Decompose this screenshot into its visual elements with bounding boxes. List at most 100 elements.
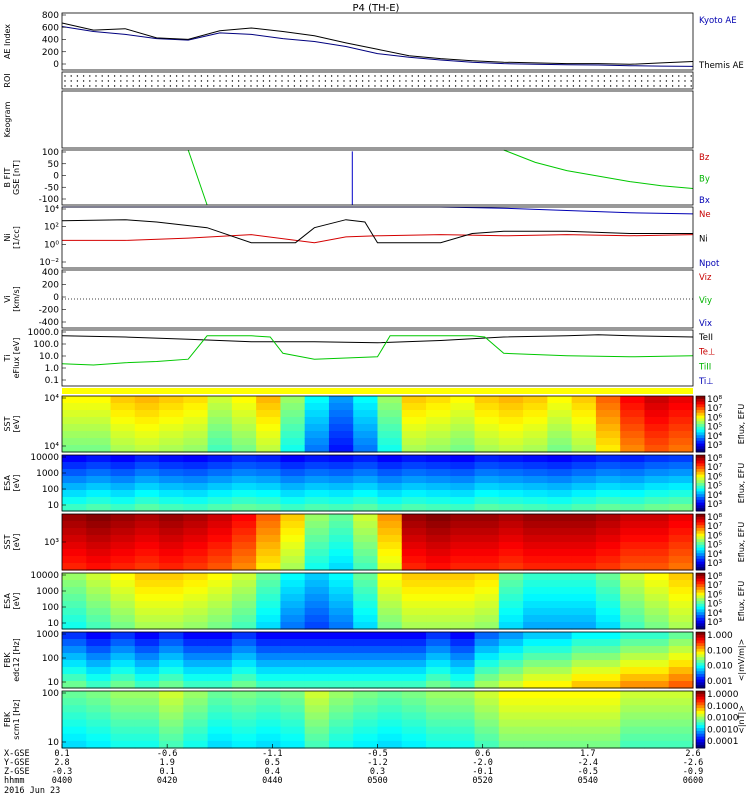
- x-axis-value: -0.6: [157, 749, 177, 759]
- heatmap-cell: [62, 608, 87, 616]
- heatmap-cell: [595, 476, 621, 484]
- roi-dot: [95, 85, 97, 87]
- heatmap-cell: [668, 521, 694, 529]
- roi-dot: [597, 75, 599, 77]
- x-axis-value: -2.0: [472, 758, 492, 768]
- colorbar-step: [696, 477, 705, 481]
- heatmap-cell: [231, 608, 257, 616]
- heatmap-cell: [474, 726, 500, 735]
- roi-dot: [175, 85, 178, 87]
- roi-dot: [442, 80, 444, 82]
- roi-dot: [665, 75, 668, 77]
- heatmap-cell: [183, 705, 209, 713]
- heatmap-cell: [62, 646, 87, 654]
- heatmap-cell: [620, 691, 646, 699]
- heatmap-cell: [86, 667, 112, 675]
- heatmap-cell: [62, 462, 87, 470]
- heatmap-cell: [401, 608, 427, 616]
- heatmap-cell: [231, 653, 257, 661]
- heatmap-cell: [644, 424, 670, 432]
- heatmap-cell: [595, 462, 621, 470]
- heatmap-cell: [474, 514, 500, 522]
- heatmap-cell: [620, 556, 646, 564]
- roi-dot: [516, 75, 519, 77]
- roi-dot: [89, 85, 91, 87]
- colorbar-step: [696, 716, 705, 720]
- roi-dot: [603, 80, 606, 82]
- heatmap-cell: [644, 445, 670, 453]
- heatmap-cell: [207, 535, 233, 543]
- heatmap-cell: [426, 431, 451, 439]
- y-tick-label: 10⁴: [44, 442, 59, 452]
- heatmap-cell: [644, 594, 670, 602]
- roi-dot: [374, 75, 376, 77]
- roi-dot: [386, 75, 389, 77]
- x-axis-value: 0400: [52, 776, 72, 786]
- heatmap-cell: [280, 563, 306, 571]
- heatmap-cell: [256, 455, 282, 463]
- heatmap-cell: [474, 573, 500, 581]
- heatmap-cell: [474, 476, 500, 484]
- y-axis-label: Keogram: [3, 101, 12, 137]
- legend-themis-ae: Themis AE: [698, 61, 744, 71]
- heatmap-cell: [644, 667, 670, 675]
- roi-dot: [64, 85, 66, 87]
- heatmap-cell: [523, 674, 548, 682]
- heatmap-cell: [644, 514, 670, 522]
- heatmap-cell: [280, 549, 306, 557]
- heatmap-cell: [110, 740, 136, 749]
- heatmap-cell: [644, 549, 670, 557]
- roi-dot: [448, 85, 451, 87]
- heatmap-cell: [571, 424, 597, 432]
- colorbar-tick: 10⁸: [707, 454, 722, 464]
- heatmap-cell: [547, 504, 573, 512]
- heatmap-cell: [498, 573, 524, 581]
- y-tick-label: 100: [42, 654, 59, 664]
- heatmap-cell: [595, 667, 621, 675]
- colorbar-step: [696, 719, 705, 723]
- roi-dot: [219, 80, 221, 82]
- heatmap-cell: [256, 667, 282, 675]
- colorbar-step: [696, 424, 705, 428]
- roi-dot: [461, 85, 463, 87]
- heatmap-cell: [86, 660, 112, 668]
- heatmap-cell: [620, 396, 646, 404]
- heatmap-cell: [86, 622, 112, 630]
- heatmap-cell: [134, 497, 160, 505]
- heatmap-cell: [547, 497, 573, 505]
- roi-dot: [578, 85, 581, 87]
- x-axis-value: 1.7: [580, 749, 595, 759]
- heatmap-cell: [523, 615, 548, 623]
- heatmap-cell: [595, 535, 621, 543]
- heatmap-cell: [110, 563, 136, 571]
- heatmap-cell: [110, 573, 136, 581]
- heatmap-cell: [450, 483, 476, 491]
- x-axis-value: 2.6: [685, 749, 700, 759]
- heatmap-cell: [280, 719, 306, 728]
- heatmap-cell: [571, 639, 597, 647]
- roi-dot: [281, 80, 283, 82]
- heatmap-cell: [377, 431, 403, 439]
- heatmap-cell: [86, 445, 112, 453]
- colorbar-step: [696, 648, 705, 653]
- heatmap-cell: [523, 712, 548, 721]
- heatmap-cell: [547, 705, 573, 713]
- heatmap-cell: [86, 455, 112, 463]
- heatmap-cell: [256, 726, 282, 735]
- heatmap-cell: [401, 410, 427, 418]
- heatmap-cell: [207, 594, 233, 602]
- colorbar-step: [696, 398, 705, 403]
- roi-dot: [690, 80, 692, 82]
- roi-dot: [399, 80, 401, 82]
- heatmap-cell: [328, 601, 354, 609]
- y-tick-label: 100.0: [33, 340, 59, 350]
- heatmap-cell: [86, 726, 112, 735]
- panel-frame: [61, 149, 694, 206]
- heatmap-cell: [159, 438, 184, 446]
- roi-dot: [423, 85, 426, 87]
- heatmap-cell: [183, 549, 209, 557]
- heatmap-cell: [304, 514, 330, 522]
- roi-dot: [380, 85, 382, 87]
